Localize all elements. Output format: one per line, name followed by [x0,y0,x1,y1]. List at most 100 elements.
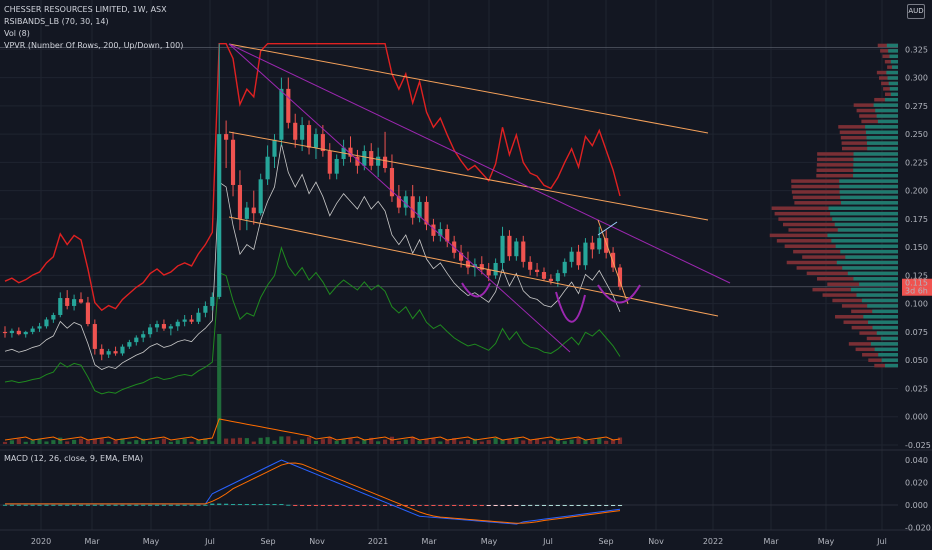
macd-histogram-bar [535,504,540,506]
volume-bar [548,440,553,444]
volume-bar [583,440,588,444]
vpvr-bar-up [889,54,898,59]
candle-body [141,334,146,338]
volume-bar [85,440,90,444]
volume-bar [562,441,567,444]
candle-body [403,196,408,208]
candle-body [134,337,139,343]
candlesticks [2,43,623,361]
macd-histogram-bar [217,503,222,505]
candle-body [203,305,208,313]
volume-bar [431,438,436,444]
volume-bar [479,441,484,444]
macd-histogram-bar [521,504,526,506]
candle-body [230,139,236,185]
volume-bar [382,439,388,444]
volume-bar [244,438,249,444]
volume-bar [424,438,429,444]
volume-bar [569,439,574,444]
volume-bar [300,439,305,444]
volume-bar [445,439,450,444]
macd-histogram-bar [99,504,104,506]
macd-histogram-bar [237,503,243,505]
volume-bar [106,441,111,444]
candle-body [458,252,464,261]
vpvr-bar-up [865,125,898,129]
volume-bar [355,441,360,444]
candle-body [92,324,97,349]
macd-histogram-bar [445,505,450,506]
currency-button[interactable]: AUD [907,4,925,19]
volume-bar [258,437,263,444]
candle-body [293,122,298,140]
macd-histogram-bar [604,504,609,506]
volume-bar [120,438,125,444]
volume-bar [376,441,381,444]
macd-histogram-bar [37,504,42,506]
macd-histogram-bar [555,504,560,506]
candle-body [528,261,533,270]
price-axis: 0.325 0.300 0.275 0.250 0.225 0.200 0.175 0.150… [902,45,932,533]
volume-bar [2,441,8,444]
macd-histogram-bar [355,505,360,506]
volume-bar [410,437,415,444]
candle-body [279,88,284,140]
candle-body [535,269,540,273]
macd-tick-label: -0.020 [905,524,931,533]
macd-histogram-bar [230,503,236,505]
volume-bar [320,439,325,444]
volume-bar [196,439,201,444]
vpvr-bar-up [827,233,898,238]
channel-bottom-line [228,216,719,317]
macd-histogram-bar [548,504,553,506]
macd-histogram-bar [16,504,21,506]
volume-bar [175,440,180,444]
vpvr-bar-up [872,325,898,330]
macd-histogram-bar [479,505,484,506]
candle-body [617,267,623,287]
indicator-rsibands-label: RSIBANDS_LB (70, 30, 14) [4,17,109,26]
vpvr-bar-up [886,43,898,48]
volume-bar [65,441,70,444]
vpvr-bar-up [876,331,898,335]
macd-histogram-bar [452,505,457,506]
candle-body [389,168,395,197]
vpvr-bar-up [853,277,898,281]
candle-body [272,139,277,157]
last-price-value: 0.115 [905,279,928,288]
macd-histogram-bar [334,505,339,506]
macd-histogram-bar [182,504,187,506]
time-tick-label: Nov [648,537,664,546]
volume-bar [92,438,97,444]
volume-bar [403,439,408,444]
volume-bar [154,440,160,444]
macd-histogram-bar [327,505,332,506]
rsi-lower-band [4,246,621,395]
rsi-upper-band [4,42,621,312]
price-tick-label: 0.225 [905,158,928,167]
macd-histogram-bar [424,505,429,506]
candle-body [251,207,256,214]
macd-histogram-bar [189,504,194,506]
time-tick-label: Jul [204,537,215,546]
macd-histogram-bar [541,504,547,506]
candle-body [286,88,291,123]
volume-bar [293,440,298,444]
candle-body [507,235,512,257]
wedge-top-line [228,43,731,284]
volume-bar [265,437,270,444]
macd-histogram-bar [85,504,90,506]
price-tick-label: 0.300 [905,74,928,83]
vpvr-bar-up [861,298,898,303]
price-tick-label: 0.125 [905,271,928,280]
volume-bar [528,439,533,444]
volume-bar [78,438,84,444]
candle-body [182,319,187,322]
vpvr-bar-up [872,309,898,314]
candle-body [424,201,429,225]
chart-title: CHESSER RESOURCES LIMITED, 1W, ASX [4,5,167,14]
volume-bar [306,437,312,444]
candle-body [382,156,388,169]
signal-line [5,462,621,524]
volume-ma-line [4,418,621,441]
